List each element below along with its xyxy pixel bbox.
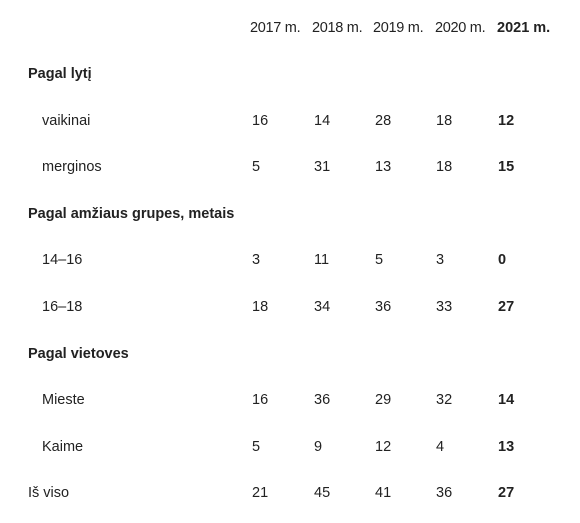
total-label: Iš viso [28,485,70,502]
cell-value: 21 [252,485,269,502]
cell-value: 14 [498,392,515,409]
column-header: 2017 m. [250,20,301,36]
cell-value: 36 [314,392,331,409]
cell-value: 36 [375,299,392,315]
cell-value: 13 [498,438,515,455]
column-header: 2020 m. [435,20,486,36]
cell-value: 18 [436,112,453,129]
row-label: 14–16 [42,252,83,269]
cell-value: 9 [314,438,323,455]
cell-value: 4 [436,438,445,455]
cell-value: 28 [375,112,392,129]
cell-value: 12 [498,112,515,129]
row-label: Mieste [42,392,85,409]
section-title: Pagal lytį [28,66,92,82]
cell-value: 11 [314,252,330,269]
cell-value: 18 [252,299,269,315]
cell-value: 14 [314,112,331,129]
cell-value: 18 [436,159,453,176]
cell-value: 5 [252,159,261,176]
column-header: 2018 m. [312,20,363,36]
cell-value: 32 [436,392,453,409]
cell-value: 16 [252,112,269,129]
cell-value: 41 [375,485,392,502]
row-label: Kaime [42,438,84,455]
section-title: Pagal vietoves [28,345,129,362]
section-title: Pagal amžiaus grupes, metais [28,205,235,222]
cell-value: 36 [436,485,453,502]
column-header: 2019 m. [373,20,424,36]
cell-value: 0 [498,252,507,269]
cell-value: 3 [252,252,261,269]
row-label: vaikinai [42,112,91,129]
cell-value: 13 [375,159,392,176]
cell-value: 34 [314,299,331,315]
cell-value: 45 [314,485,331,502]
cell-value: 27 [498,299,515,315]
cell-value: 27 [498,485,515,502]
cell-value: 5 [252,438,261,455]
cell-value: 12 [375,438,392,455]
cell-value: 16 [252,392,269,409]
cell-value: 5 [375,252,384,269]
cell-value: 31 [314,159,331,176]
row-label: 16–18 [42,299,83,315]
cell-value: 33 [436,299,453,315]
cell-value: 29 [375,392,392,409]
cell-value: 15 [498,159,515,176]
column-header: 2021 m. [497,20,551,36]
row-label: merginos [42,159,102,176]
cell-value: 3 [436,252,445,269]
